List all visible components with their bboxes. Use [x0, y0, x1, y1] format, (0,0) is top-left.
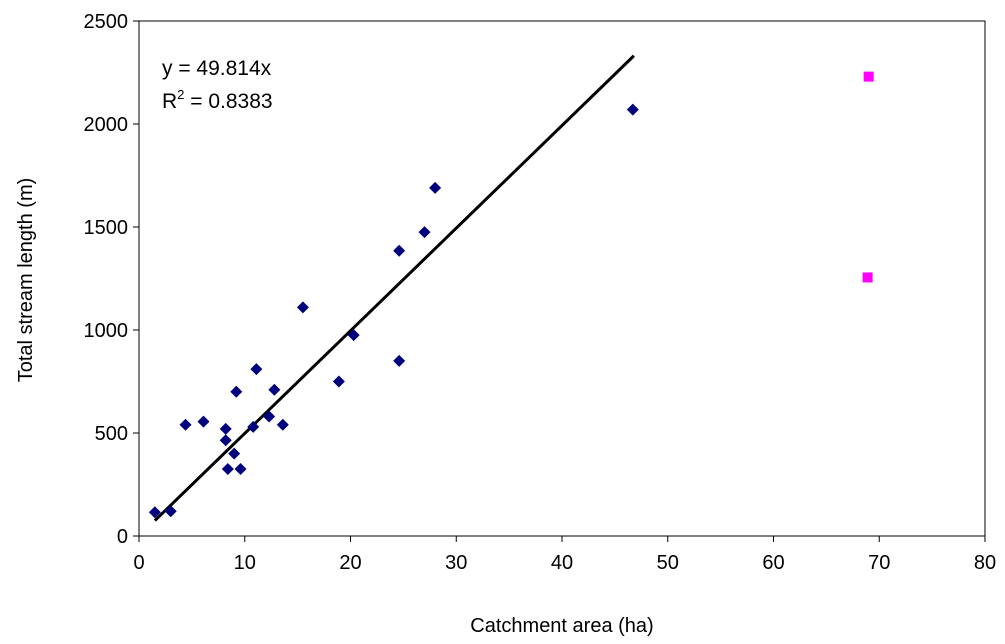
x-tick-label: 60 — [762, 552, 784, 574]
data-point-diamond — [179, 418, 192, 431]
data-point-diamond — [250, 363, 263, 376]
data-point-square — [863, 71, 874, 82]
data-point-diamond — [228, 447, 241, 460]
data-point-diamond — [268, 383, 281, 396]
equation-label: y = 49.814x — [162, 57, 272, 80]
data-point-diamond — [347, 329, 360, 342]
data-point-diamond — [393, 354, 406, 367]
r-squared-label: R2 = 0.8383 — [162, 87, 273, 113]
y-tick-label: 1500 — [84, 217, 129, 239]
x-tick-label: 50 — [657, 552, 679, 574]
data-point-diamond — [429, 181, 442, 194]
x-tick-label: 80 — [974, 552, 996, 574]
data-point-diamond — [263, 410, 276, 423]
data-point-diamond — [393, 244, 406, 257]
x-tick-label: 40 — [551, 552, 573, 574]
data-point-diamond — [234, 463, 247, 476]
data-point-square — [862, 272, 873, 283]
x-tick-label: 70 — [868, 552, 890, 574]
tick-labels: 0 10 20 30 40 50 60 70 80 0 500 1000 1500 2000 2500 — [84, 11, 997, 574]
y-tick-label: 0 — [117, 526, 128, 548]
axes — [133, 20, 986, 542]
y-tick-label: 2000 — [84, 114, 129, 136]
r-squared-r: R — [162, 90, 177, 113]
data-point-diamond — [197, 415, 210, 428]
x-tick-label: 20 — [339, 552, 361, 574]
data-point-diamond — [219, 434, 232, 447]
data-points — [148, 71, 874, 519]
data-point-diamond — [148, 506, 161, 519]
data-point-diamond — [332, 375, 345, 388]
data-point-diamond — [230, 385, 243, 398]
data-point-diamond — [418, 226, 431, 239]
y-tick-label: 2500 — [84, 11, 129, 33]
r-squared-value: = 0.8383 — [184, 90, 272, 113]
data-point-diamond — [626, 103, 639, 116]
data-point-diamond — [247, 420, 260, 433]
data-point-diamond — [164, 505, 177, 518]
y-tick-label: 1000 — [84, 320, 129, 342]
data-point-diamond — [219, 422, 232, 435]
x-axis-title: Catchment area (ha) — [470, 615, 653, 637]
trendline-group — [153, 54, 635, 522]
trendline — [153, 54, 635, 522]
data-point-diamond — [296, 301, 309, 314]
y-axis-title: Total stream length (m) — [15, 178, 37, 383]
data-point-diamond — [276, 418, 289, 431]
x-tick-label: 30 — [445, 552, 467, 574]
r-squared-superscript: 2 — [177, 87, 184, 102]
x-tick-label: 0 — [133, 552, 144, 574]
data-point-diamond — [221, 463, 234, 476]
x-tick-label: 10 — [234, 552, 256, 574]
y-tick-label: 500 — [95, 423, 128, 445]
